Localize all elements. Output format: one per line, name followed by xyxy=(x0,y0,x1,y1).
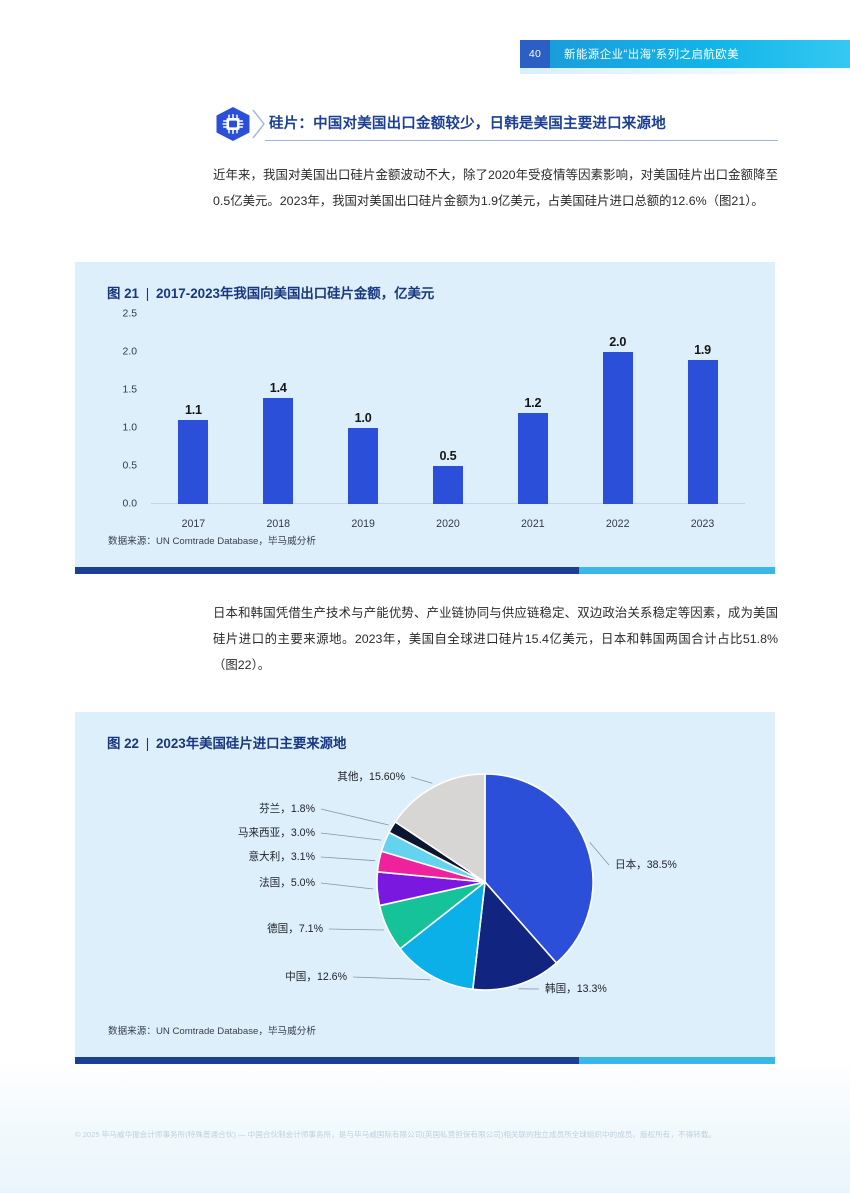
pie-slice-label: 其他，15.60% xyxy=(337,770,405,783)
copyright-footer: © 2025 毕马威华振会计师事务所(特殊普通合伙) — 中国合伙制会计师事务所… xyxy=(75,1130,716,1139)
page-header: 40 新能源企业“出海”系列之启航欧美 xyxy=(520,40,850,68)
figure-21-separator: | xyxy=(145,286,150,301)
pie-leader-line xyxy=(410,776,433,784)
pie-slice-label: 意大利，3.1% xyxy=(248,850,315,863)
figure-22-title: 2023年美国硅片进口主要来源地 xyxy=(155,736,347,751)
bar-chart-bar-group: 1.2 xyxy=(490,314,575,504)
figure-21-accent-bar xyxy=(75,567,775,574)
pie-leader-line xyxy=(589,842,610,866)
bar-value-label: 2.0 xyxy=(609,335,627,349)
pie-leader-line xyxy=(328,928,384,931)
pie-slice xyxy=(471,880,558,991)
figure-21-caption: 图 21 | 2017-2023年我国向美国出口硅片金额，亿美元 xyxy=(107,282,434,302)
bar-chart-y-tick: 0.0 xyxy=(122,498,137,510)
bar-chart-x-tick: 2023 xyxy=(690,518,715,530)
bar-chart-y-tick: 2.0 xyxy=(122,346,137,358)
bar-chart: 0.0 0.5 1.0 1.5 2.0 2.5 1.1 2017 1.4 2018 1.0 2019… xyxy=(103,309,753,530)
pie-slice-label: 芬兰，1.8% xyxy=(259,802,316,815)
bar-chart-x-tick: 2020 xyxy=(436,518,460,530)
bar-chart-bar-group: 0.5 xyxy=(406,314,491,504)
bar-chart-plot-area: 1.1 2017 1.4 2018 1.0 2019 0.5 2020 1.2 2021 2.0 20… xyxy=(151,314,745,530)
bar-value-label: 1.4 xyxy=(269,380,287,395)
bar-chart-y-tick: 0.5 xyxy=(122,460,137,472)
bar-chart-x-tick: 2021 xyxy=(521,518,545,530)
pie-slice-label: 中国，12.6% xyxy=(285,970,347,983)
bar-value-label: 1.1 xyxy=(184,403,202,418)
bar-rect xyxy=(432,466,463,504)
figure-22-source: 数据来源：UN Comtrade Database，毕马威分析 xyxy=(108,1026,316,1037)
bar-rect xyxy=(602,352,633,504)
section-heading: 硅片：中国对美国出口金额较少，日韩是美国主要进口来源地 xyxy=(213,104,778,144)
paragraph-import-sources: 日本和韩国凭借生产技术与产能优势、产业链协同与供应链稳定、双边政治关系稳定等因素… xyxy=(213,606,779,672)
figure-21-source: 数据来源：UN Comtrade Database，毕马威分析 xyxy=(108,536,316,547)
pie-slice-label: 法国，5.0% xyxy=(259,876,316,889)
pie-chart: 日本，38.5% 韩国，13.3% 中国，12.6% 德国，7.1% 法国，5.0% 意大… xyxy=(75,760,775,1010)
pie-leader-line xyxy=(352,976,431,981)
bar-rect xyxy=(348,428,379,504)
bar-chart-x-tick: 2022 xyxy=(605,518,630,530)
figure-22-separator: | xyxy=(145,736,150,751)
pie-slice-label: 日本，38.5% xyxy=(615,858,677,871)
bar-rect xyxy=(178,420,209,504)
figure-22-panel: 图 22 | 2023年美国硅片进口主要来源地 日本，38.5% 韩国，13.3%… xyxy=(75,712,775,1057)
pie-leader-line xyxy=(320,808,389,826)
pie-slice-label: 韩国，13.3% xyxy=(545,982,607,995)
bar-value-label: 1.2 xyxy=(524,395,542,410)
figure-21-title: 2017-2023年我国向美国出口硅片金额，亿美元 xyxy=(155,286,435,301)
section-divider xyxy=(265,140,778,141)
bar-value-label: 1.9 xyxy=(694,342,711,357)
header-underglow xyxy=(520,68,850,74)
pie-slice-label: 马来西亚，3.0% xyxy=(238,827,316,839)
bar-value-label: 1.0 xyxy=(354,411,372,425)
section-title: 硅片：中国对美国出口金额较少，日韩是美国主要进口来源地 xyxy=(269,116,666,132)
pie-leader-line xyxy=(320,882,374,890)
figure-22-accent-bar xyxy=(75,1057,775,1064)
bar-chart-bar-group: 1.0 xyxy=(321,314,406,504)
bar-chart-y-tick: 1.0 xyxy=(122,422,137,434)
pie-chart-svg: 日本，38.5% 韩国，13.3% 中国，12.6% 德国，7.1% 法国，5.0% 意大… xyxy=(238,770,678,995)
page-number: 40 xyxy=(520,40,550,68)
figure-21-panel: 图 21 | 2017-2023年我国向美国出口硅片金额，亿美元 0.0 0.5 1… xyxy=(75,262,775,567)
bar-chart-bar-group: 1.4 xyxy=(236,314,321,504)
page-header-title: 新能源企业“出海”系列之启航欧美 xyxy=(550,40,850,68)
figure-22-caption: 图 22 | 2023年美国硅片进口主要来源地 xyxy=(107,732,346,752)
bar-rect xyxy=(263,397,294,504)
chip-hexagon-icon xyxy=(216,107,250,141)
bar-chart-y-tick: 2.5 xyxy=(122,308,137,320)
bar-chart-x-tick: 2017 xyxy=(181,518,206,530)
paragraph-silicon-wafer-exports: 近年来，我国对美国出口硅片金额波动不大，除了2020年受疫情等因素影响，对美国硅… xyxy=(213,168,778,208)
bar-chart-bar-group: 1.9 xyxy=(660,314,745,504)
bar-chart-y-tick: 1.5 xyxy=(122,384,137,396)
bar-chart-x-tick: 2019 xyxy=(351,518,375,530)
bar-chart-bar-group: 2.0 xyxy=(575,314,660,504)
bar-value-label: 0.5 xyxy=(439,449,457,463)
figure-21-label: 图 21 xyxy=(107,286,140,301)
pie-slice xyxy=(398,880,487,991)
pie-leader-line xyxy=(320,832,382,841)
pie-slice xyxy=(484,773,594,965)
bar-rect xyxy=(687,359,718,504)
bar-rect xyxy=(517,412,548,504)
pie-leader-line xyxy=(320,856,376,862)
bar-chart-x-tick: 2018 xyxy=(266,518,291,530)
chevron-right-icon xyxy=(252,109,265,139)
figure-22-label: 图 22 xyxy=(107,736,140,751)
pie-slice xyxy=(394,773,486,884)
bar-chart-bar-group: 1.1 xyxy=(151,314,236,504)
pie-slice-label: 德国，7.1% xyxy=(267,922,324,935)
